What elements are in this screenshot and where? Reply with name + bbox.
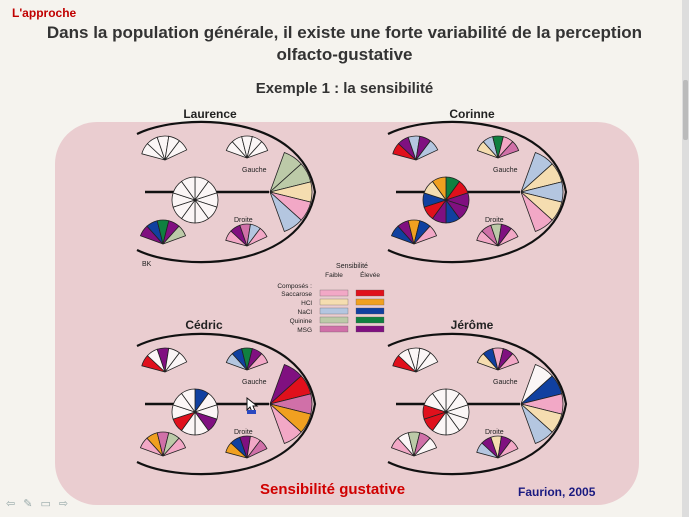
tongue-outline xyxy=(387,332,568,476)
subject-panel: Corinne Gauche Droite xyxy=(387,107,568,264)
legend-swatch-high xyxy=(355,289,385,297)
bottom-right-fan-wedge xyxy=(497,227,519,247)
slide-nav: ⇦ ✎ ▭ ⇨ xyxy=(6,497,68,510)
left-side-label: Gauche xyxy=(242,167,267,174)
scrollbar[interactable] xyxy=(682,0,689,517)
right-side-label: Droite xyxy=(485,429,504,436)
tongue-outline xyxy=(136,120,317,264)
right-side-label: Droite xyxy=(485,217,504,224)
left-side-label: Gauche xyxy=(493,379,518,386)
bottom-right-fan-wedge xyxy=(497,439,519,459)
left-side-label: Gauche xyxy=(493,167,518,174)
top-right-fan-wedge xyxy=(497,141,520,159)
right-side-label: Droite xyxy=(234,217,253,224)
tongue-outline xyxy=(387,120,568,264)
legend: Sensibilité Faible Élevée Composés :Saccaro… xyxy=(277,263,385,334)
menu-icon[interactable]: ▭ xyxy=(40,498,51,510)
bottom-left-fan-wedge xyxy=(413,225,438,245)
tip-fan-wedge xyxy=(520,403,553,444)
center-wedge xyxy=(180,388,196,414)
legend-swatch-high xyxy=(355,298,385,306)
legend-col-high: Élevée xyxy=(360,270,380,279)
bottom-right-fan-wedge xyxy=(246,227,268,247)
legend-item-label: NaCl xyxy=(298,309,313,316)
tip-fan-wedge xyxy=(269,191,302,232)
center-wedge xyxy=(180,176,196,202)
subject-panel: Cédric Gauche Droite xyxy=(136,318,317,476)
top-right-fan-wedge xyxy=(246,353,269,371)
bottom-left-fan-wedge xyxy=(162,437,187,457)
center-wedge xyxy=(431,388,447,414)
subject-name: Corinne xyxy=(449,107,495,121)
top-left-fan-wedge xyxy=(415,140,439,161)
legend-swatch-low xyxy=(319,289,349,297)
legend-item-label: Quinine xyxy=(290,318,313,325)
top-left-fan-wedge xyxy=(164,140,188,161)
slide-subtitle: Exemple 1 : la sensibilité xyxy=(255,80,434,97)
center-wedge xyxy=(431,176,447,202)
source-credit: Faurion, 2005 xyxy=(518,485,596,499)
back-arrow-icon[interactable]: ⇦ xyxy=(6,498,16,510)
subject-name: Jérôme xyxy=(451,318,494,332)
subject-panel: Laurence Gauche Droite BK xyxy=(136,107,317,268)
top-right-fan-wedge xyxy=(497,353,520,371)
hand-cursor-icon xyxy=(246,396,259,414)
section-title: L'approche xyxy=(12,6,77,20)
legend-item-label: HCl xyxy=(301,300,312,307)
scrollbar-thumb[interactable] xyxy=(683,80,688,140)
left-side-label: Gauche xyxy=(242,379,267,386)
tip-fan-wedge xyxy=(269,403,302,444)
slide-title: Dans la population générale, il existe u… xyxy=(46,23,643,64)
subject-name: Cédric xyxy=(185,318,223,332)
tip-fan-wedge xyxy=(520,191,553,232)
right-side-label: Droite xyxy=(234,429,253,436)
legend-swatch-low xyxy=(319,325,349,333)
legend-swatch-low xyxy=(319,316,349,324)
top-left-fan-wedge xyxy=(164,352,188,373)
top-right-fan-wedge xyxy=(246,141,269,159)
bottom-right-fan-wedge xyxy=(246,439,268,459)
annotation-text: BK xyxy=(142,261,152,268)
legend-swatch-high xyxy=(355,316,385,324)
legend-swatch-low xyxy=(319,298,349,306)
bottom-left-fan-wedge xyxy=(413,437,438,457)
bottom-left-fan-wedge xyxy=(162,225,187,245)
legend-item-label: MSG xyxy=(297,327,312,334)
legend-swatch-high xyxy=(355,307,385,315)
tongue-outline xyxy=(136,332,317,476)
pen-icon[interactable]: ✎ xyxy=(23,498,33,510)
subject-panel: Jérôme Gauche Droite xyxy=(387,318,568,476)
legend-swatch-high xyxy=(355,325,385,333)
legend-col-low: Faible xyxy=(325,272,343,279)
subject-name: Laurence xyxy=(183,107,237,121)
legend-swatch-low xyxy=(319,307,349,315)
legend-title: Composés : xyxy=(277,283,312,290)
figure-caption: Sensibilité gustative xyxy=(260,481,406,498)
top-left-fan-wedge xyxy=(415,352,439,373)
legend-header: Sensibilité xyxy=(336,263,368,270)
legend-item-label: Saccarose xyxy=(281,291,312,298)
forward-arrow-icon[interactable]: ⇨ xyxy=(58,498,69,510)
